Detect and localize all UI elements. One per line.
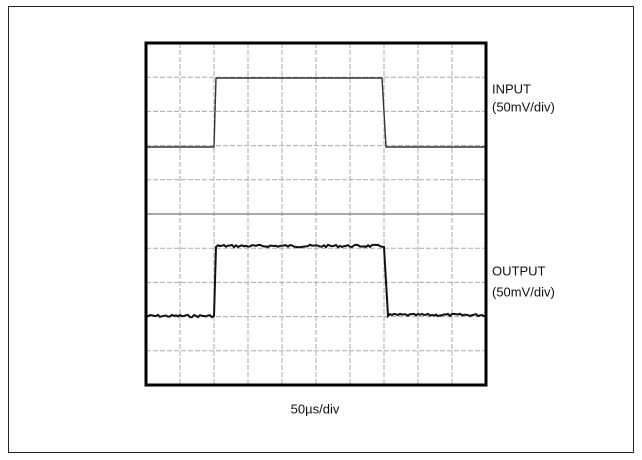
output-label: OUTPUT	[492, 263, 546, 278]
time-scale: 50µs/div	[291, 401, 340, 416]
output-trace	[145, 243, 487, 319]
input-label: INPUT	[492, 81, 531, 96]
figure-frame	[8, 6, 634, 453]
input-trace	[146, 77, 486, 148]
input-scale: (50mV/div)	[492, 99, 555, 114]
scope-screen-border	[144, 41, 488, 387]
output-scale: (50mV/div)	[492, 284, 555, 299]
